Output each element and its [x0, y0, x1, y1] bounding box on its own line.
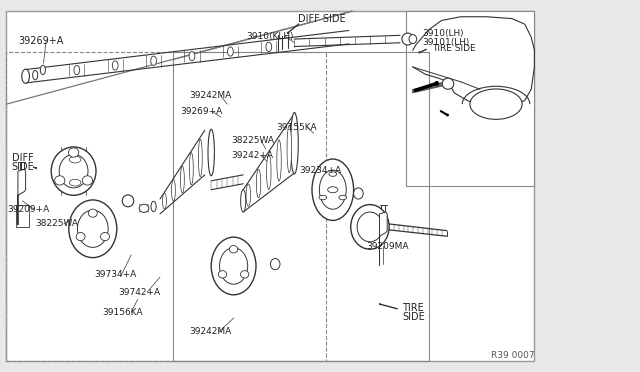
Circle shape	[329, 172, 337, 176]
Polygon shape	[380, 212, 387, 266]
Text: 39742+A: 39742+A	[118, 288, 161, 296]
Text: SIDE: SIDE	[12, 163, 35, 172]
Ellipse shape	[198, 139, 202, 177]
Ellipse shape	[54, 176, 65, 185]
Ellipse shape	[180, 166, 184, 193]
Ellipse shape	[189, 51, 195, 61]
Ellipse shape	[241, 271, 249, 278]
Ellipse shape	[68, 148, 79, 157]
Ellipse shape	[51, 147, 96, 195]
Ellipse shape	[189, 153, 193, 185]
Ellipse shape	[140, 204, 149, 212]
Text: SIDE: SIDE	[402, 312, 425, 322]
Ellipse shape	[33, 71, 38, 80]
Text: 39209+A: 39209+A	[8, 205, 50, 214]
Text: 38225WA: 38225WA	[232, 136, 275, 145]
Circle shape	[470, 89, 522, 119]
Ellipse shape	[172, 180, 175, 201]
Bar	[16, 205, 29, 227]
Ellipse shape	[230, 246, 238, 253]
Ellipse shape	[220, 248, 248, 284]
Text: 3910⟨LH⟩: 3910⟨LH⟩	[422, 29, 464, 38]
Ellipse shape	[270, 259, 280, 270]
Ellipse shape	[256, 169, 261, 198]
Ellipse shape	[77, 210, 108, 247]
Ellipse shape	[291, 112, 298, 174]
Ellipse shape	[228, 47, 233, 56]
Text: DIFF SIDE: DIFF SIDE	[298, 14, 345, 23]
Ellipse shape	[211, 237, 256, 295]
Ellipse shape	[287, 125, 292, 173]
Ellipse shape	[354, 188, 364, 199]
Ellipse shape	[267, 155, 271, 189]
Text: 39269+A: 39269+A	[180, 107, 223, 116]
Ellipse shape	[122, 195, 134, 207]
Text: R39 0007: R39 0007	[491, 351, 534, 360]
Ellipse shape	[351, 205, 389, 249]
Ellipse shape	[409, 35, 417, 44]
Bar	[173, 52, 429, 361]
Text: TIRE SIDE: TIRE SIDE	[432, 44, 476, 53]
Text: 39156KA: 39156KA	[102, 308, 143, 317]
Bar	[6, 52, 326, 361]
Ellipse shape	[22, 69, 29, 83]
Ellipse shape	[83, 176, 93, 185]
Text: TIRE: TIRE	[402, 303, 424, 313]
Ellipse shape	[113, 61, 118, 70]
Ellipse shape	[357, 212, 383, 242]
Polygon shape	[18, 169, 26, 225]
Ellipse shape	[40, 65, 45, 74]
Text: 39269+A: 39269+A	[18, 36, 63, 46]
Ellipse shape	[319, 170, 346, 209]
Ellipse shape	[60, 154, 88, 188]
Ellipse shape	[208, 129, 214, 176]
Text: 39242+A: 39242+A	[232, 151, 274, 160]
Ellipse shape	[88, 209, 97, 217]
Ellipse shape	[266, 42, 272, 51]
Circle shape	[339, 195, 347, 200]
Ellipse shape	[241, 190, 246, 212]
Circle shape	[69, 179, 81, 186]
Text: 39101⟨LH⟩: 39101⟨LH⟩	[422, 38, 470, 47]
Ellipse shape	[151, 56, 156, 65]
Ellipse shape	[100, 232, 109, 241]
Ellipse shape	[312, 159, 354, 220]
Bar	[6, 11, 534, 361]
Text: 3910⟨KLH⟩: 3910⟨KLH⟩	[246, 32, 294, 41]
Ellipse shape	[402, 33, 413, 45]
Circle shape	[69, 156, 81, 163]
Text: 39242MA: 39242MA	[189, 92, 231, 100]
Ellipse shape	[69, 200, 117, 257]
Ellipse shape	[74, 65, 79, 75]
Circle shape	[319, 195, 326, 200]
Bar	[406, 11, 534, 186]
Ellipse shape	[442, 78, 454, 89]
Text: 39209MA: 39209MA	[366, 242, 408, 251]
Text: DIFF: DIFF	[12, 153, 33, 163]
Ellipse shape	[76, 232, 85, 241]
Ellipse shape	[163, 193, 166, 209]
Text: 39234+A: 39234+A	[300, 166, 342, 175]
Text: 39155KA: 39155KA	[276, 123, 317, 132]
Ellipse shape	[276, 140, 282, 181]
Ellipse shape	[246, 184, 251, 206]
Text: 38225WA: 38225WA	[35, 219, 78, 228]
Circle shape	[328, 187, 338, 193]
Text: 39242MA: 39242MA	[189, 327, 231, 336]
Text: 39734+A: 39734+A	[95, 270, 137, 279]
Ellipse shape	[218, 271, 227, 278]
Ellipse shape	[151, 201, 156, 212]
